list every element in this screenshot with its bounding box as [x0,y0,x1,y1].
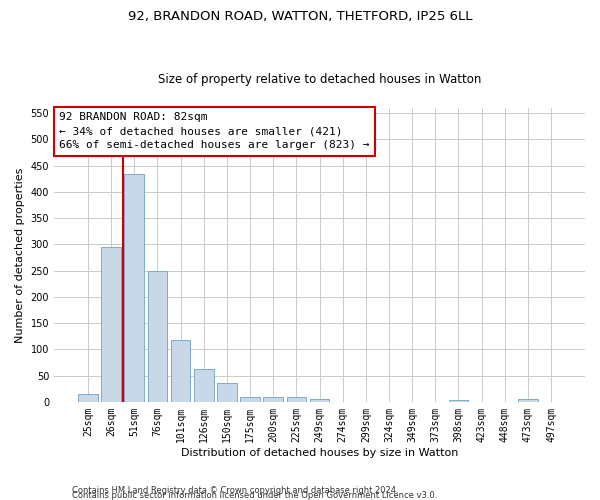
Bar [194,369,214,402]
Text: Contains public sector information licensed under the Open Government Licence v3: Contains public sector information licen… [72,490,437,500]
Text: 92, BRANDON ROAD, WATTON, THETFORD, IP25 6LL: 92, BRANDON ROAD, WATTON, THETFORD, IP25… [128,10,472,23]
Bar [310,399,329,402]
Bar [449,400,468,402]
Bar [287,396,306,402]
Bar [124,174,144,402]
X-axis label: Distribution of detached houses by size in Watton: Distribution of detached houses by size … [181,448,458,458]
Y-axis label: Number of detached properties: Number of detached properties [15,167,25,342]
Bar [518,399,538,402]
Bar [78,394,98,402]
Bar [217,384,237,402]
Text: Contains HM Land Registry data © Crown copyright and database right 2024.: Contains HM Land Registry data © Crown c… [72,486,398,495]
Bar [263,396,283,402]
Bar [101,247,121,402]
Bar [240,397,260,402]
Text: 92 BRANDON ROAD: 82sqm
← 34% of detached houses are smaller (421)
66% of semi-de: 92 BRANDON ROAD: 82sqm ← 34% of detached… [59,112,370,150]
Title: Size of property relative to detached houses in Watton: Size of property relative to detached ho… [158,73,481,86]
Bar [171,340,190,402]
Bar [148,270,167,402]
